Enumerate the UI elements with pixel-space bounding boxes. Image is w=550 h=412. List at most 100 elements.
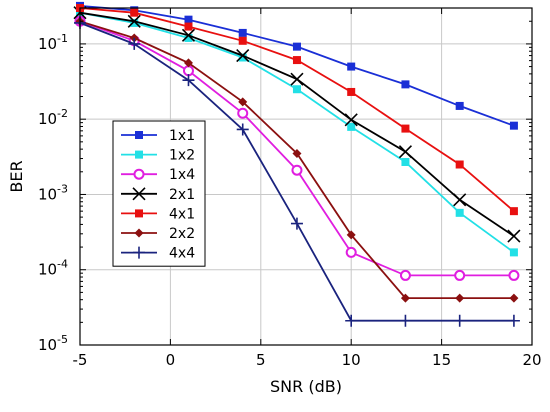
ticks — [79, 7, 533, 346]
data-point — [347, 87, 356, 96]
y-tick-label: 10 -2 — [38, 107, 68, 128]
data-point — [345, 314, 358, 327]
y-tick-label-exponent: -5 — [57, 333, 68, 346]
data-point — [184, 22, 193, 31]
data-point — [238, 36, 247, 45]
x-tick-label: 15 — [432, 351, 451, 369]
legend-swatch-marker — [135, 131, 143, 139]
legend-label: 2x1 — [169, 187, 195, 203]
legend: 1x1 1x2 1x4 2x1 4x1 2x2 4x4 — [112, 120, 206, 267]
data-point — [237, 107, 249, 119]
legend-label: 4x4 — [169, 246, 195, 262]
data-point — [130, 18, 139, 27]
data-point — [130, 8, 139, 17]
y-tick-label: 10 -3 — [38, 182, 68, 203]
data-point — [455, 293, 465, 303]
legend-swatch-marker — [133, 246, 145, 259]
series-1x2 — [76, 8, 518, 257]
y-tick-label-base: 10 — [38, 110, 57, 128]
data-point — [184, 33, 193, 42]
legend-item: 2x2 — [121, 226, 195, 242]
data-point — [454, 269, 466, 281]
data-point — [182, 74, 195, 87]
legend-swatch-marker — [134, 228, 144, 238]
legend-item: 4x4 — [121, 246, 195, 262]
y-axis-title: BER — [7, 160, 26, 192]
legend-item: 1x4 — [121, 167, 195, 183]
data-point — [292, 85, 301, 94]
x-axis-title: SNR (dB) — [270, 377, 342, 396]
data-point — [290, 217, 303, 230]
data-point — [236, 123, 249, 136]
legend-swatch-marker — [133, 168, 145, 180]
y-tick-label-base: 10 — [38, 261, 57, 279]
data-point — [401, 157, 410, 166]
y-tick-label-exponent: -1 — [57, 32, 68, 45]
x-tick-label: 20 — [522, 351, 541, 369]
data-point — [400, 293, 410, 303]
x-tick-label: 0 — [166, 351, 176, 369]
data-point — [181, 28, 196, 42]
data-point — [509, 248, 518, 257]
legend-item: 4x1 — [121, 206, 195, 222]
legend-label: 1x4 — [169, 167, 195, 183]
x-tick-label: 10 — [342, 351, 361, 369]
data-point — [347, 62, 356, 71]
plot-frame — [79, 7, 533, 346]
data-point — [455, 208, 464, 217]
x-tick-labels: -5 0 5 10 15 20 — [73, 351, 542, 369]
y-tick-label: 10 -4 — [38, 258, 68, 279]
legend-swatch-marker — [135, 209, 143, 218]
legend-swatch-marker — [135, 150, 143, 159]
data-point — [344, 113, 358, 127]
y-tick-label: 10 -1 — [38, 32, 68, 53]
data-point — [292, 42, 301, 51]
legend-label: 1x2 — [169, 148, 195, 164]
y-tick-label-exponent: -4 — [57, 258, 68, 271]
legend-item: 2x1 — [121, 187, 195, 203]
data-point — [292, 56, 301, 65]
data-point — [399, 314, 412, 327]
y-tick-labels: 10-110-210-310-410-5 — [38, 32, 68, 354]
legend-label: 4x1 — [169, 206, 195, 222]
data-point — [399, 269, 411, 281]
data-point — [238, 97, 248, 107]
y-tick-label-exponent: -3 — [57, 182, 68, 195]
x-tick-label: -5 — [73, 351, 88, 369]
data-point — [292, 149, 302, 159]
data-point — [182, 65, 194, 77]
data-point — [455, 160, 464, 169]
legend-label: 2x2 — [169, 226, 195, 242]
data-point — [347, 122, 356, 131]
y-tick-label: 10 -5 — [38, 333, 68, 354]
data-point — [345, 246, 357, 258]
data-point — [236, 49, 250, 63]
data-point — [509, 293, 519, 303]
y-tick-label-base: 10 — [38, 35, 57, 53]
data-point — [183, 58, 193, 68]
data-point — [290, 72, 304, 86]
data-point — [128, 37, 141, 50]
data-point — [509, 121, 518, 130]
y-tick-label-exponent: -2 — [57, 107, 68, 120]
data-point — [453, 193, 467, 207]
data-point — [455, 101, 464, 110]
legend-label: 1x1 — [169, 128, 195, 144]
x-tick-label: 5 — [256, 351, 266, 369]
data-point — [507, 229, 521, 243]
data-point — [184, 15, 193, 24]
data-point — [398, 145, 413, 159]
y-tick-label-base: 10 — [38, 185, 57, 203]
legend-swatch-marker — [132, 187, 146, 201]
data-point — [238, 53, 247, 62]
data-point — [346, 230, 356, 240]
data-point — [453, 314, 466, 327]
data-point — [127, 14, 141, 28]
data-point — [509, 207, 518, 216]
series-2x1 — [73, 6, 521, 243]
data-point — [291, 164, 303, 176]
legend-item: 1x1 — [121, 128, 195, 144]
data-point — [401, 124, 410, 133]
data-point — [508, 269, 520, 281]
